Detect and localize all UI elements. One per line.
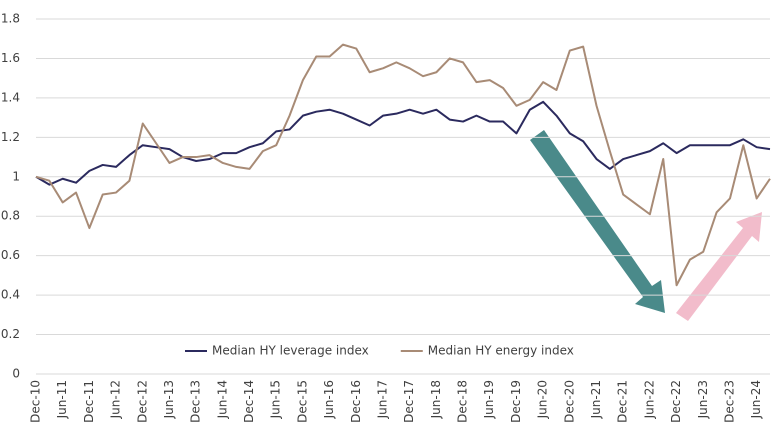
x-tick-label: Jun-19 <box>482 380 496 419</box>
line-series <box>35 43 771 287</box>
x-tick-label: Dec-17 <box>402 380 416 423</box>
down-arrow <box>530 130 665 313</box>
x-tick-label: Dec-11 <box>82 380 96 423</box>
y-tick-label: 1 <box>12 169 20 183</box>
legend-label: Median HY energy index <box>428 344 574 358</box>
y-tick-label: 1.4 <box>1 90 20 104</box>
y-tick-label: 1.8 <box>1 12 20 26</box>
x-tick-label: Dec-13 <box>189 380 203 423</box>
y-tick-label: 0.8 <box>1 209 20 223</box>
x-tick-label: Dec-18 <box>456 380 470 423</box>
x-tick-label: Jun-18 <box>429 380 443 419</box>
x-tick-label: Jun-23 <box>696 380 710 419</box>
x-tick-label: Jun-21 <box>589 380 603 419</box>
x-tick-label: Dec-14 <box>242 380 256 423</box>
y-tick-label: 0.4 <box>1 288 20 302</box>
x-tick-label: Dec-21 <box>616 380 630 423</box>
x-tick-label: Dec-22 <box>669 380 683 423</box>
x-tick-label: Dec-23 <box>722 380 736 423</box>
x-tick-label: Jun-20 <box>536 380 550 419</box>
x-tick-label: Jun-12 <box>109 380 123 419</box>
y-tick-label: 0 <box>12 367 20 381</box>
x-tick-label: Jun-15 <box>269 380 283 419</box>
x-tick-label: Jun-16 <box>322 380 336 419</box>
y-tick-label: 0.2 <box>1 327 20 341</box>
up-arrow <box>676 212 762 321</box>
y-tick-label: 1.2 <box>1 130 20 144</box>
x-tick-label: Dec-16 <box>349 380 363 423</box>
x-tick-label: Jun-17 <box>375 380 389 419</box>
x-tick-label: Dec-20 <box>562 380 576 423</box>
x-tick-label: Dec-19 <box>509 380 523 423</box>
x-tick-label: Jun-22 <box>642 380 656 419</box>
x-tick-label: Dec-10 <box>29 380 43 423</box>
legend-label: Median HY leverage index <box>212 344 369 358</box>
x-tick-label: Jun-14 <box>215 380 229 419</box>
x-tick-label: Jun-11 <box>55 380 69 419</box>
x-tick-label: Dec-15 <box>295 380 309 423</box>
y-tick-label: 0.6 <box>1 248 20 262</box>
y-tick-label: 1.6 <box>1 51 20 65</box>
x-tick-label: Jun-24 <box>749 380 763 419</box>
x-tick-label: Jun-13 <box>162 380 176 419</box>
x-tick-label: Dec-12 <box>135 380 149 423</box>
